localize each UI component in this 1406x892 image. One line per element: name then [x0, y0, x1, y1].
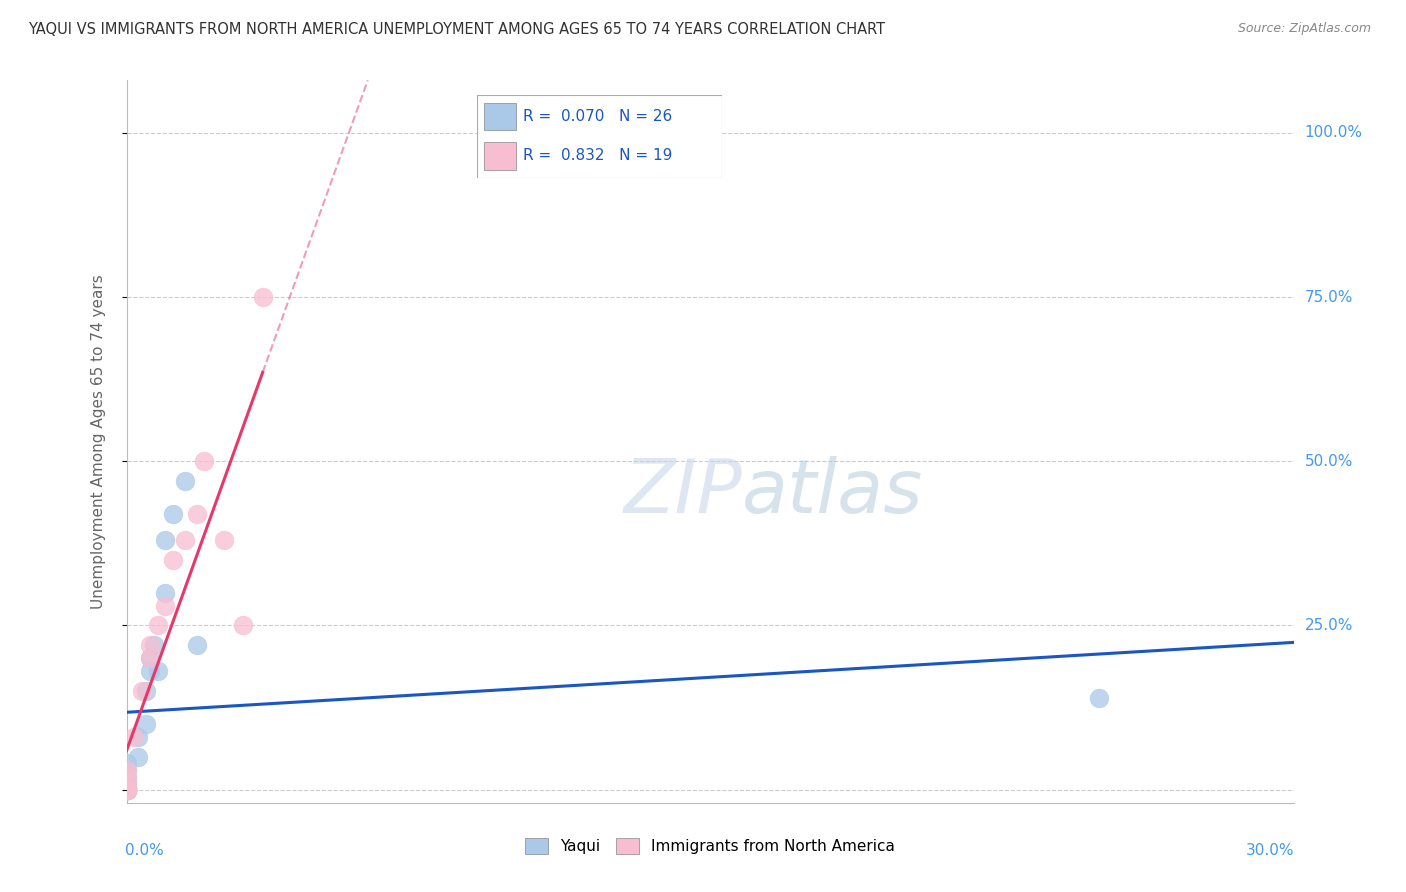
- Text: 30.0%: 30.0%: [1246, 843, 1295, 857]
- Point: [127, 749, 149, 764]
- Point: [115, 782, 138, 797]
- Text: Source: ZipAtlas.com: Source: ZipAtlas.com: [1237, 22, 1371, 36]
- Point: [124, 730, 146, 744]
- Text: 50.0%: 50.0%: [1305, 454, 1353, 468]
- Point: [186, 638, 208, 652]
- Point: [174, 533, 197, 547]
- Point: [115, 763, 138, 777]
- Point: [115, 782, 138, 797]
- Point: [127, 730, 149, 744]
- Point: [142, 638, 165, 652]
- Point: [162, 507, 184, 521]
- Point: [115, 782, 138, 797]
- Point: [115, 763, 138, 777]
- Point: [115, 782, 138, 797]
- Point: [193, 454, 215, 468]
- Point: [139, 665, 162, 679]
- Point: [146, 665, 169, 679]
- Point: [115, 782, 138, 797]
- Point: [139, 638, 162, 652]
- Text: YAQUI VS IMMIGRANTS FROM NORTH AMERICA UNEMPLOYMENT AMONG AGES 65 TO 74 YEARS CO: YAQUI VS IMMIGRANTS FROM NORTH AMERICA U…: [28, 22, 886, 37]
- Point: [115, 776, 138, 790]
- Text: atlas: atlas: [742, 456, 924, 528]
- Point: [115, 782, 138, 797]
- Point: [135, 717, 157, 731]
- Legend: Yaqui, Immigrants from North America: Yaqui, Immigrants from North America: [519, 832, 901, 860]
- Point: [186, 507, 208, 521]
- Point: [146, 618, 169, 632]
- Point: [115, 770, 138, 784]
- Text: 75.0%: 75.0%: [1305, 290, 1353, 304]
- Point: [212, 533, 235, 547]
- Point: [232, 618, 254, 632]
- Point: [115, 776, 138, 790]
- Y-axis label: Unemployment Among Ages 65 to 74 years: Unemployment Among Ages 65 to 74 years: [91, 274, 105, 609]
- Point: [155, 533, 177, 547]
- Point: [1088, 690, 1111, 705]
- Point: [162, 553, 184, 567]
- Text: ZIP: ZIP: [624, 456, 742, 528]
- Point: [115, 756, 138, 771]
- Point: [135, 684, 157, 698]
- Text: 25.0%: 25.0%: [1305, 618, 1353, 633]
- Point: [139, 651, 162, 665]
- Point: [115, 770, 138, 784]
- Text: 0.0%: 0.0%: [125, 843, 165, 857]
- Point: [131, 684, 153, 698]
- Point: [115, 782, 138, 797]
- Text: 100.0%: 100.0%: [1305, 126, 1362, 140]
- Point: [155, 599, 177, 613]
- Point: [155, 585, 177, 599]
- Point: [115, 782, 138, 797]
- Point: [139, 651, 162, 665]
- Point: [174, 474, 197, 488]
- Point: [115, 782, 138, 797]
- Point: [115, 782, 138, 797]
- Point: [115, 782, 138, 797]
- Point: [252, 290, 274, 304]
